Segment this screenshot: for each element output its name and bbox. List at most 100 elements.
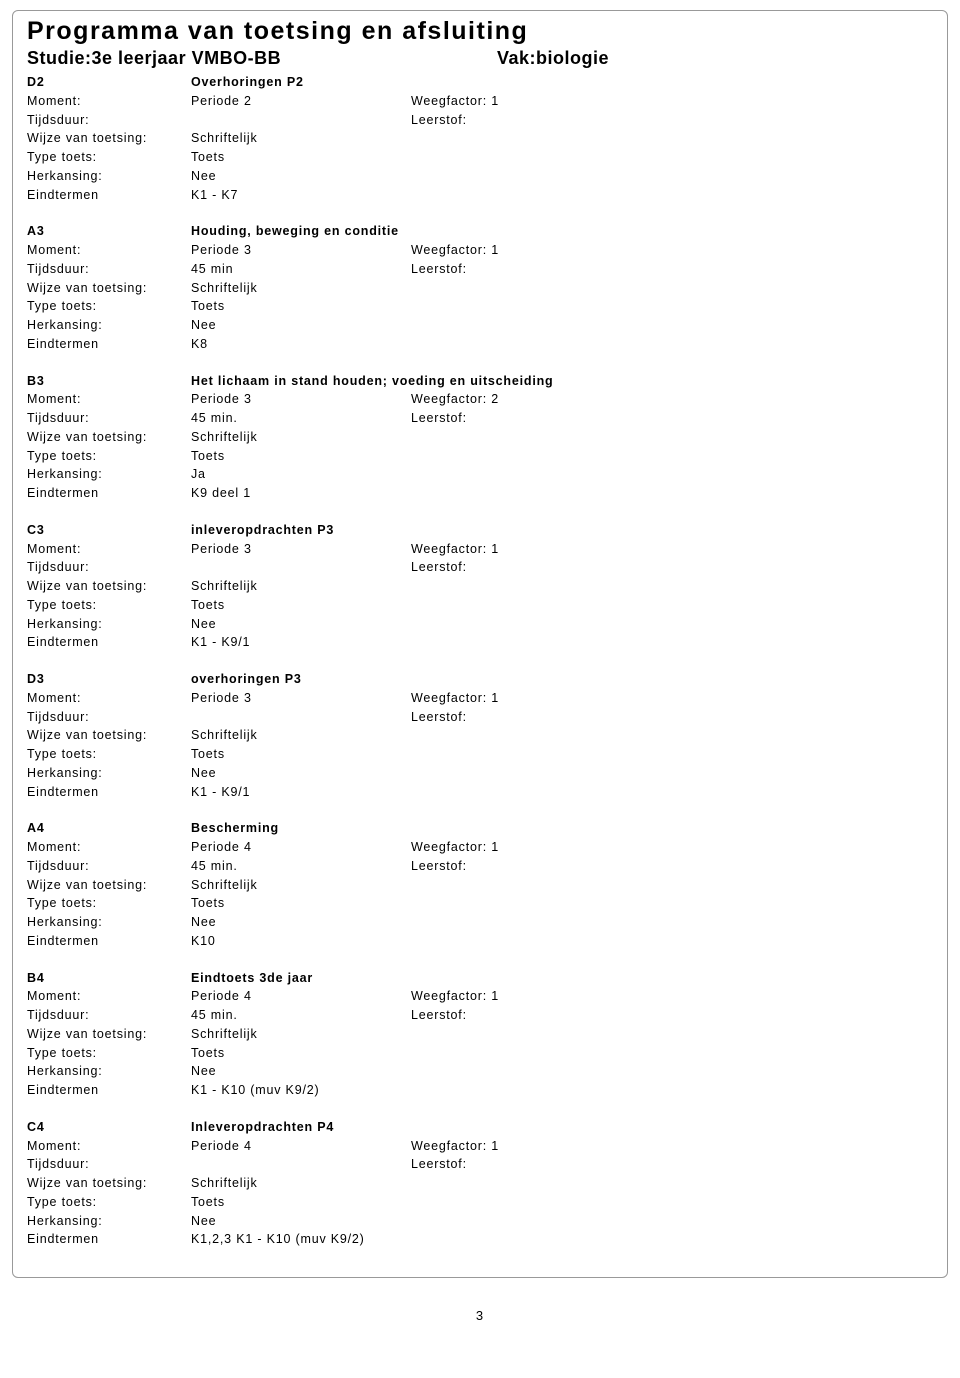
moment-value: Periode 2 — [191, 92, 411, 111]
type-label: Type toets: — [27, 148, 191, 167]
tijdsduur-label: Tijdsduur: — [27, 558, 191, 577]
type-label: Type toets: — [27, 1193, 191, 1212]
wijze-value: Schriftelijk — [191, 129, 258, 148]
wijze-label: Wijze van toetsing: — [27, 1174, 191, 1193]
vak-group: Vak:biologie — [497, 48, 609, 69]
assessment-block: D2Overhoringen P2Moment:Periode 2Weegfac… — [27, 73, 933, 204]
moment-label: Moment: — [27, 92, 191, 111]
assessment-block: C4Inleveropdrachten P4Moment:Periode 4We… — [27, 1118, 933, 1249]
herkansing-label: Herkansing: — [27, 913, 191, 932]
wijze-value: Schriftelijk — [191, 1025, 258, 1044]
block-title: Overhoringen P2 — [191, 73, 304, 92]
block-code: B4 — [27, 969, 191, 988]
herkansing-value: Nee — [191, 913, 216, 932]
vak-label: Vak: — [497, 48, 536, 68]
studie-value: 3e leerjaar VMBO-BB — [92, 48, 282, 68]
tijdsduur-value — [191, 708, 411, 727]
herkansing-label: Herkansing: — [27, 167, 191, 186]
tijdsduur-value: 45 min. — [191, 857, 411, 876]
type-value: Toets — [191, 148, 225, 167]
leerstof: Leerstof: — [411, 1155, 933, 1174]
tijdsduur-label: Tijdsduur: — [27, 409, 191, 428]
eindtermen-label: Eindtermen — [27, 633, 191, 652]
wijze-label: Wijze van toetsing: — [27, 428, 191, 447]
weegfactor: Weegfactor: 1 — [411, 540, 933, 559]
document-title: Programma van toetsing en afsluiting — [27, 17, 933, 46]
tijdsduur-value: 45 min — [191, 260, 411, 279]
eindtermen-label: Eindtermen — [27, 1081, 191, 1100]
assessment-block: B3Het lichaam in stand houden; voeding e… — [27, 372, 933, 503]
moment-label: Moment: — [27, 689, 191, 708]
leerstof: Leerstof: — [411, 1006, 933, 1025]
block-code: D3 — [27, 670, 191, 689]
block-title: Bescherming — [191, 819, 279, 838]
tijdsduur-value: 45 min. — [191, 1006, 411, 1025]
wijze-value: Schriftelijk — [191, 876, 258, 895]
page-number: 3 — [0, 1308, 960, 1343]
weegfactor: Weegfactor: 2 — [411, 390, 933, 409]
wijze-value: Schriftelijk — [191, 1174, 258, 1193]
moment-value: Periode 3 — [191, 241, 411, 260]
herkansing-value: Ja — [191, 465, 206, 484]
moment-value: Periode 4 — [191, 987, 411, 1006]
herkansing-label: Herkansing: — [27, 615, 191, 634]
type-label: Type toets: — [27, 596, 191, 615]
block-title: inleveropdrachten P3 — [191, 521, 334, 540]
tijdsduur-label: Tijdsduur: — [27, 1006, 191, 1025]
moment-value: Periode 3 — [191, 540, 411, 559]
eindtermen-label: Eindtermen — [27, 1230, 191, 1249]
wijze-label: Wijze van toetsing: — [27, 279, 191, 298]
tijdsduur-value — [191, 558, 411, 577]
eindtermen-label: Eindtermen — [27, 484, 191, 503]
leerstof: Leerstof: — [411, 558, 933, 577]
moment-label: Moment: — [27, 390, 191, 409]
eindtermen-value: K1,2,3 K1 - K10 (muv K9/2) — [191, 1230, 365, 1249]
herkansing-label: Herkansing: — [27, 465, 191, 484]
eindtermen-value: K1 - K9/1 — [191, 633, 250, 652]
eindtermen-label: Eindtermen — [27, 783, 191, 802]
leerstof: Leerstof: — [411, 409, 933, 428]
block-title: Houding, beweging en conditie — [191, 222, 399, 241]
moment-value: Periode 4 — [191, 1137, 411, 1156]
leerstof: Leerstof: — [411, 857, 933, 876]
moment-label: Moment: — [27, 241, 191, 260]
tijdsduur-label: Tijdsduur: — [27, 260, 191, 279]
moment-label: Moment: — [27, 838, 191, 857]
type-label: Type toets: — [27, 745, 191, 764]
herkansing-value: Nee — [191, 615, 216, 634]
weegfactor: Weegfactor: 1 — [411, 241, 933, 260]
weegfactor: Weegfactor: 1 — [411, 838, 933, 857]
type-label: Type toets: — [27, 447, 191, 466]
assessment-block: D3overhoringen P3Moment:Periode 3Weegfac… — [27, 670, 933, 801]
block-title: overhoringen P3 — [191, 670, 302, 689]
block-title: Het lichaam in stand houden; voeding en … — [191, 372, 553, 391]
wijze-label: Wijze van toetsing: — [27, 577, 191, 596]
assessment-block: A4BeschermingMoment:Periode 4Weegfactor:… — [27, 819, 933, 950]
wijze-value: Schriftelijk — [191, 428, 258, 447]
leerstof: Leerstof: — [411, 708, 933, 727]
weegfactor: Weegfactor: 1 — [411, 1137, 933, 1156]
moment-label: Moment: — [27, 540, 191, 559]
weegfactor: Weegfactor: 1 — [411, 987, 933, 1006]
block-code: C4 — [27, 1118, 191, 1137]
block-code: D2 — [27, 73, 191, 92]
tijdsduur-label: Tijdsduur: — [27, 708, 191, 727]
herkansing-value: Nee — [191, 316, 216, 335]
studie-group: Studie:3e leerjaar VMBO-BB — [27, 48, 497, 69]
type-value: Toets — [191, 1193, 225, 1212]
wijze-label: Wijze van toetsing: — [27, 1025, 191, 1044]
eindtermen-label: Eindtermen — [27, 335, 191, 354]
tijdsduur-label: Tijdsduur: — [27, 1155, 191, 1174]
wijze-label: Wijze van toetsing: — [27, 876, 191, 895]
herkansing-value: Nee — [191, 167, 216, 186]
leerstof: Leerstof: — [411, 260, 933, 279]
assessment-block: C3inleveropdrachten P3Moment:Periode 3We… — [27, 521, 933, 652]
moment-value: Periode 3 — [191, 390, 411, 409]
tijdsduur-label: Tijdsduur: — [27, 857, 191, 876]
block-code: C3 — [27, 521, 191, 540]
blocks-container: D2Overhoringen P2Moment:Periode 2Weegfac… — [27, 73, 933, 1249]
eindtermen-value: K8 — [191, 335, 208, 354]
tijdsduur-value — [191, 111, 411, 130]
block-code: B3 — [27, 372, 191, 391]
type-value: Toets — [191, 596, 225, 615]
